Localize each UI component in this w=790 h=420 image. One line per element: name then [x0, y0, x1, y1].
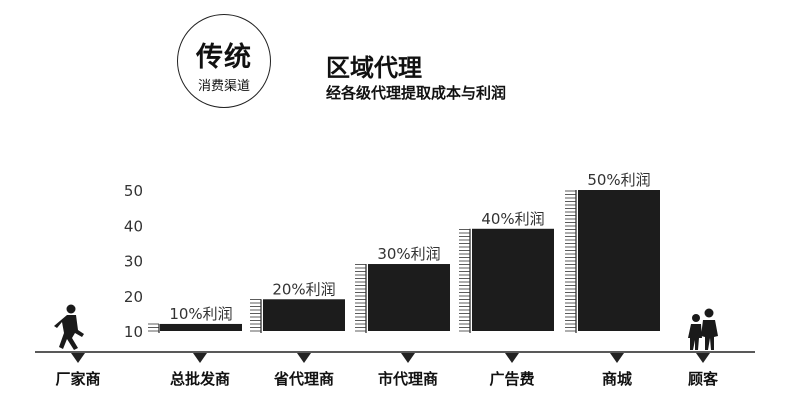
- customers-icon: [688, 308, 718, 350]
- y-tick-label: 50: [124, 182, 143, 200]
- y-tick-label: 40: [124, 217, 143, 235]
- chain-marker: [193, 353, 207, 363]
- y-tick-label: 20: [124, 288, 143, 306]
- category-label: 总批发商: [170, 370, 230, 388]
- bar: [578, 190, 660, 331]
- traditional-channel-badge: 传统 消费渠道: [177, 14, 271, 108]
- chain-marker: [401, 353, 415, 363]
- chain-marker: [71, 353, 85, 363]
- category-label: 厂家商: [55, 370, 100, 388]
- data-label: 50%利润: [587, 171, 650, 189]
- data-label: 40%利润: [481, 210, 544, 228]
- chart-subtitle: 经各级代理提取成本与利润: [326, 84, 507, 102]
- y-tick-label: 30: [124, 253, 143, 271]
- walking-person-icon: [54, 304, 84, 350]
- category-label: 省代理商: [273, 370, 334, 388]
- category-label: 市代理商: [378, 370, 438, 388]
- category-label: 商城: [602, 370, 632, 388]
- chain-marker: [297, 353, 311, 363]
- bar: [472, 228, 554, 331]
- category-label: 广告费: [489, 370, 534, 388]
- badge-subtitle: 消费渠道: [197, 79, 250, 94]
- chart-title: 区域代理: [326, 54, 422, 82]
- data-label: 20%利润: [272, 280, 335, 298]
- chain-marker: [505, 353, 519, 363]
- y-tick-label: 10: [124, 323, 143, 341]
- badge-title: 传统: [196, 42, 252, 73]
- category-label: 顾客: [688, 370, 719, 388]
- chain-marker: [610, 353, 624, 363]
- data-label: 10%利润: [169, 305, 232, 323]
- data-label: 30%利润: [377, 245, 440, 263]
- bar: [160, 323, 242, 331]
- bar: [263, 299, 345, 331]
- bar: [368, 264, 450, 331]
- chain-marker: [696, 353, 710, 363]
